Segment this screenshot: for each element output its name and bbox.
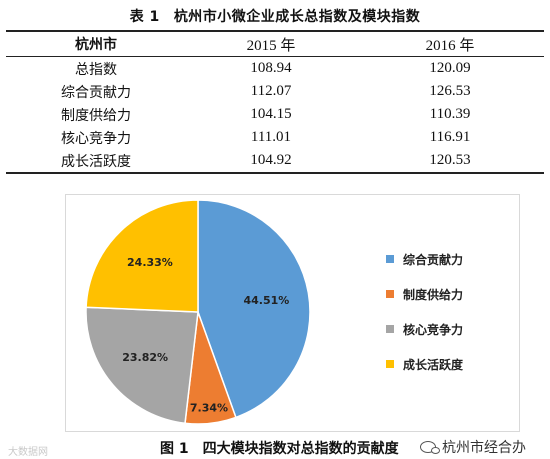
row-value-2015: 108.94 (250, 60, 292, 76)
table-row: 制度供给力 104.15 110.39 (6, 103, 544, 126)
table-row: 核心竞争力 111.01 116.91 (6, 126, 544, 149)
table-title-text: 杭州市小微企业成长总指数及模块指数 (173, 9, 421, 25)
legend-label: 核心竞争力 (403, 322, 464, 337)
table-header-region: 杭州市 (6, 30, 186, 57)
figure-caption: 图 1 四大模块指数对总指数的贡献度 (160, 438, 399, 458)
watermark-left: 大数据网 (8, 447, 48, 458)
legend-swatch (386, 290, 394, 298)
pie-slice-label: 44.51% (243, 294, 289, 307)
legend-swatch (386, 325, 394, 333)
legend-item: 综合贡献力 (386, 251, 511, 267)
figure-caption-text: 四大模块指数对总指数的贡献度 (202, 441, 399, 457)
legend-item: 核心竞争力 (386, 321, 511, 337)
pie-chart: 44.51% 7.34% 23.82% 24.33% 综合贡献力 制度供给力 核心竞争… (65, 194, 520, 432)
table-row: 综合贡献力 112.07 126.53 (6, 80, 544, 103)
legend-swatch (386, 360, 394, 368)
pie-slice-label: 24.33% (127, 256, 173, 269)
row-value-2016: 116.91 (429, 129, 471, 145)
row-value-2015: 104.92 (186, 149, 356, 174)
legend-label: 制度供给力 (403, 287, 464, 302)
chart-legend: 综合贡献力 制度供给力 核心竞争力 成长活跃度 (386, 251, 511, 391)
pie-slice-label: 7.34% (190, 402, 228, 415)
row-value-2016: 120.09 (429, 60, 471, 76)
index-table: 杭州市 2015 年 2016 年 总指数 108.94 120.09 综合贡献… (6, 30, 544, 174)
figure-number: 图 1 (160, 441, 189, 457)
row-value-2016: 110.39 (429, 106, 471, 122)
row-label: 制度供给力 (61, 107, 131, 124)
row-label: 总指数 (75, 61, 117, 78)
row-value-2016: 120.53 (356, 149, 544, 174)
legend-item: 成长活跃度 (386, 356, 511, 372)
row-value-2016: 126.53 (429, 83, 471, 99)
legend-label: 综合贡献力 (403, 252, 464, 267)
watermark-right: 杭州市经合办 (420, 437, 526, 457)
pie-slice (197, 199, 311, 419)
table-row: 总指数 108.94 120.09 (6, 57, 544, 81)
table-header-row: 杭州市 2015 年 2016 年 (6, 30, 544, 57)
table-title: 表 1 杭州市小微企业成长总指数及模块指数 (0, 6, 550, 26)
row-label: 综合贡献力 (61, 84, 131, 101)
pie-slice-label: 23.82% (122, 351, 168, 364)
pie-slice (85, 199, 199, 313)
row-label: 核心竞争力 (61, 130, 131, 147)
row-value-2015: 111.01 (250, 129, 292, 145)
pie-slice (85, 306, 199, 425)
wechat-icon (420, 441, 440, 454)
legend-swatch (386, 255, 394, 263)
watermark-right-text: 杭州市经合办 (442, 440, 526, 456)
pie-chart-svg: 44.51% 7.34% 23.82% 24.33% (85, 199, 311, 425)
table-number: 表 1 (129, 9, 160, 25)
legend-item: 制度供给力 (386, 286, 511, 302)
row-value-2015: 112.07 (250, 83, 292, 99)
table-header-2016: 2016 年 (356, 30, 544, 57)
row-label: 成长活跃度 (6, 149, 186, 174)
row-value-2015: 104.15 (250, 106, 292, 122)
table-header-2015: 2015 年 (186, 30, 356, 57)
legend-label: 成长活跃度 (403, 357, 464, 372)
table-row: 成长活跃度 104.92 120.53 (6, 149, 544, 174)
